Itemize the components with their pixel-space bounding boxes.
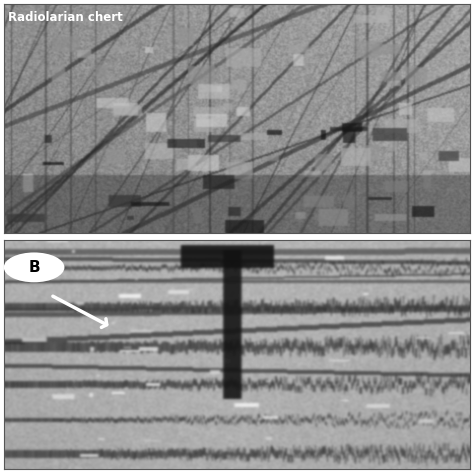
Text: Radiolarian chert: Radiolarian chert [9,11,123,24]
Text: B: B [28,260,40,275]
Circle shape [4,253,64,283]
